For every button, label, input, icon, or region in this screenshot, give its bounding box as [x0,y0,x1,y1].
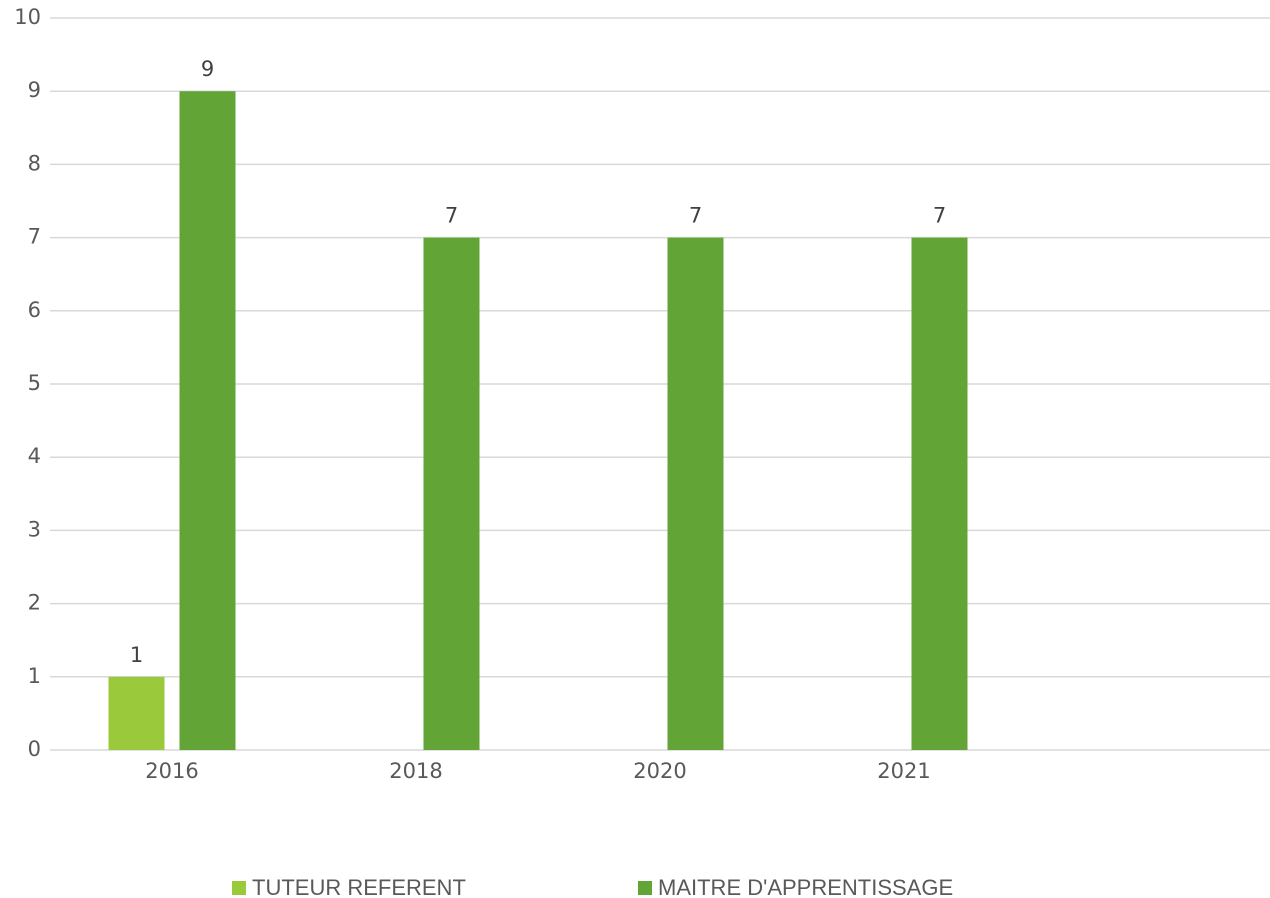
legend-swatch [638,881,652,895]
y-tick-label: 0 [28,737,41,761]
y-tick-label: 6 [28,298,41,322]
data-label: 7 [445,204,458,228]
bar [108,676,165,750]
x-tick-label: 2021 [877,759,930,783]
bar [911,237,968,751]
data-label: 7 [689,204,702,228]
bar [179,91,236,750]
bar [667,237,724,751]
y-tick-label: 4 [28,444,41,468]
y-tick-label: 9 [28,78,41,102]
legend-label: TUTEUR REFERENT [252,875,466,898]
y-tick-label: 7 [28,225,41,249]
x-tick-label: 2018 [389,759,442,783]
data-label: 9 [201,57,214,81]
y-tick-label: 8 [28,151,41,175]
y-tick-label: 10 [14,5,41,29]
y-tick-label: 3 [28,517,41,541]
y-tick-label: 1 [28,664,41,688]
bar [423,237,480,751]
x-tick-label: 2020 [633,759,686,783]
data-label: 1 [130,643,143,667]
y-tick-label: 2 [28,591,41,615]
data-label: 7 [933,204,946,228]
legend-label: MAITRE D'APPRENTISSAGE [658,875,953,898]
y-tick-label: 5 [28,371,41,395]
x-tick-label: 2016 [145,759,198,783]
legend-swatch [232,881,246,895]
